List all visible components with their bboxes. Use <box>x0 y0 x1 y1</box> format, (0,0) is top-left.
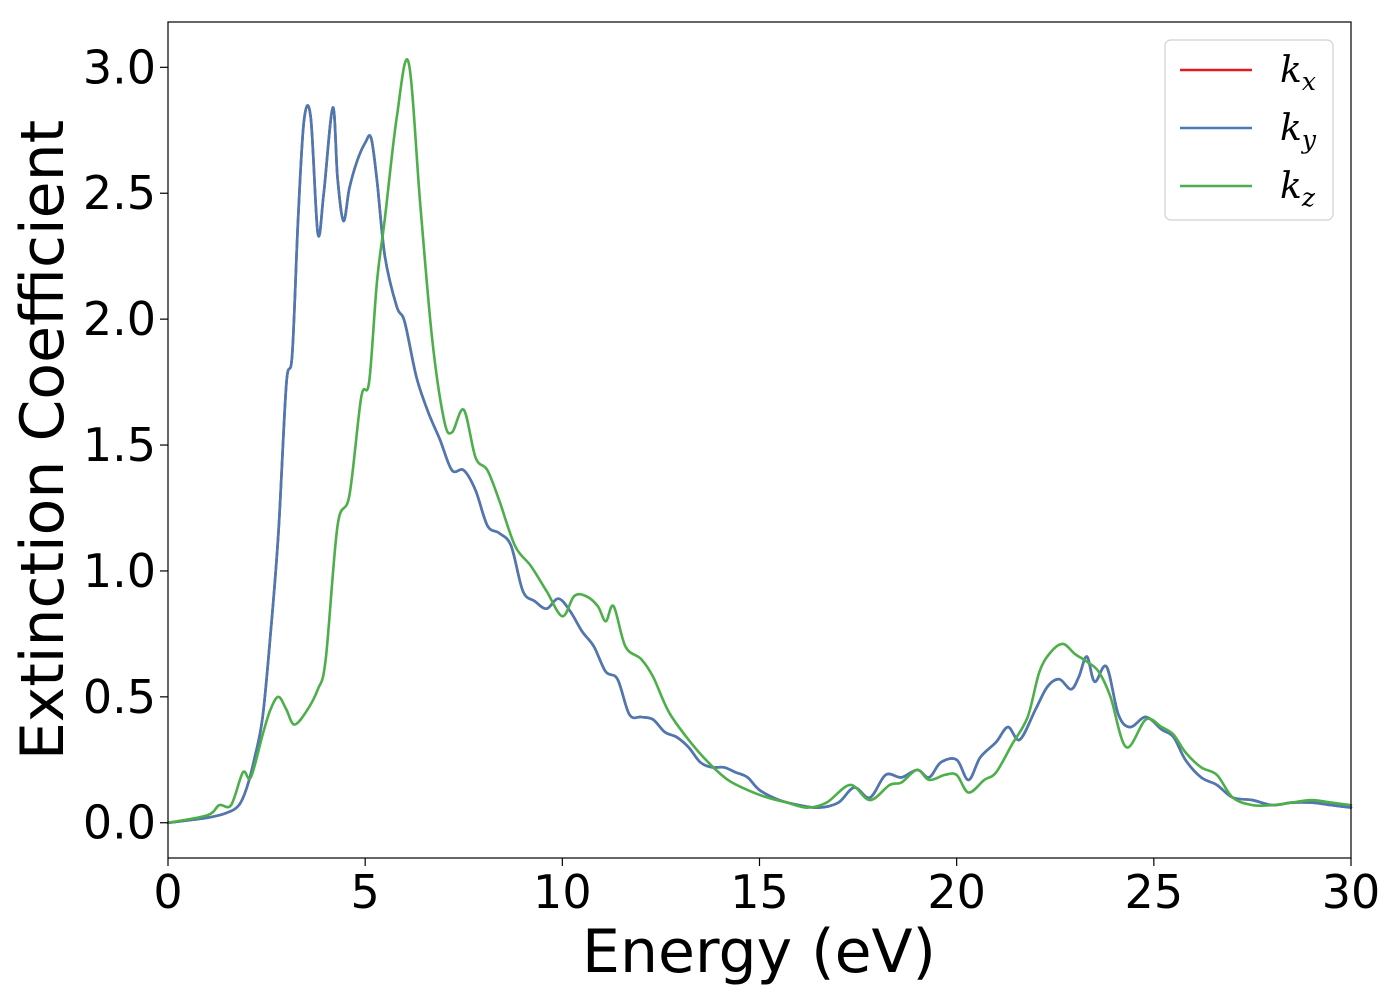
y-axis-ticks: 0.0 0.5 1.0 1.5 2.0 2.5 3.0 <box>83 40 168 850</box>
series-line-ky <box>166 104 1353 825</box>
x-tick-label: 0 <box>153 865 182 919</box>
x-tick-label: 20 <box>927 865 986 919</box>
x-tick-label: 10 <box>533 865 592 919</box>
x-tick-label: 5 <box>351 865 380 919</box>
y-tick-label: 1.0 <box>83 544 156 598</box>
y-tick-label: 2.5 <box>83 166 156 220</box>
y-tick-label: 2.0 <box>83 292 156 346</box>
y-tick-label: 1.5 <box>83 418 156 472</box>
legend-label-ky: ky <box>1280 108 1317 154</box>
legend-label-kz: kz <box>1280 166 1316 212</box>
y-tick-label: 0.0 <box>83 796 156 850</box>
y-tick-label: 3.0 <box>83 40 156 94</box>
x-tick-label: 30 <box>1322 865 1381 919</box>
x-axis-title: Energy (eV) <box>582 917 936 987</box>
legend-box <box>1164 39 1334 221</box>
series-layer <box>166 58 1353 825</box>
x-tick-label: 25 <box>1125 865 1184 919</box>
x-axis-ticks: 0 5 10 15 20 25 30 <box>153 858 1380 919</box>
y-axis-title: Extinction Coefficient <box>8 120 78 760</box>
legend: kx ky kz <box>1164 39 1334 221</box>
y-tick-label: 0.5 <box>83 670 156 724</box>
series-line-kz <box>166 58 1353 825</box>
x-tick-label: 15 <box>730 865 789 919</box>
legend-label-kx: kx <box>1280 50 1316 96</box>
plot-area <box>168 22 1351 858</box>
